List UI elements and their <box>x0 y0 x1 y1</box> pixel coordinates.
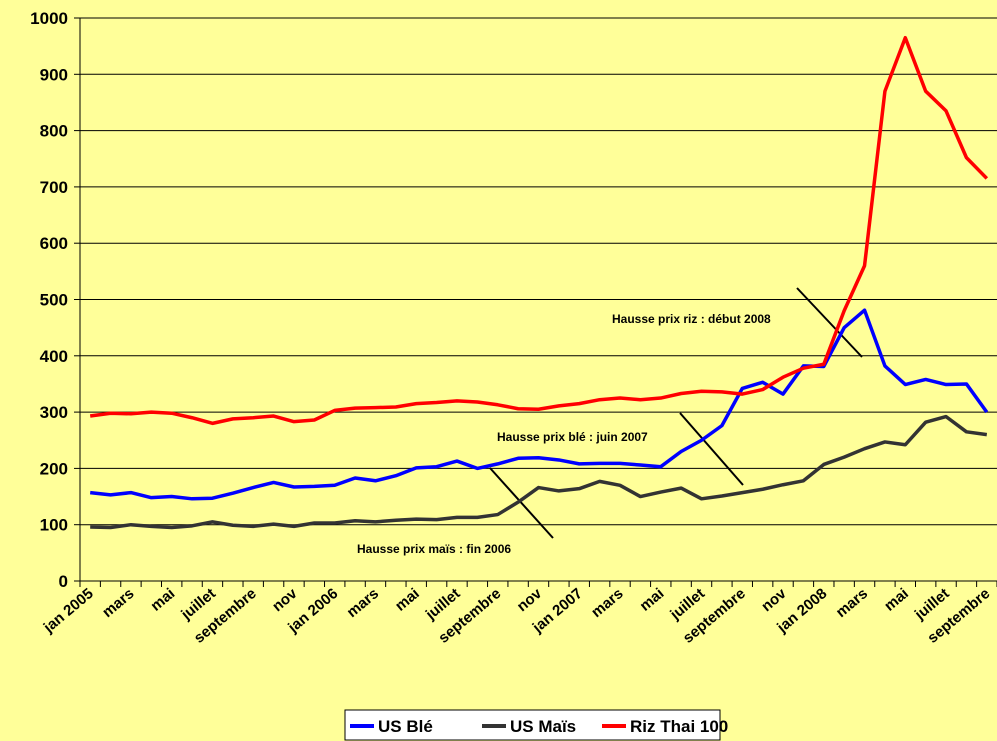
x-tick-label: jan 2005 <box>40 585 97 637</box>
legend-label: Riz Thai 100 <box>630 717 728 736</box>
y-tick-label: 1000 <box>30 9 68 28</box>
x-tick-label: nov <box>269 585 301 616</box>
annotation: Hausse prix riz : début 2008 <box>612 312 771 326</box>
y-tick-label: 900 <box>40 65 68 84</box>
y-tick-label: 400 <box>40 347 68 366</box>
x-tick-label: mars <box>833 585 871 621</box>
y-tick-label: 100 <box>40 516 68 535</box>
y-tick-label: 600 <box>40 234 68 253</box>
series-line <box>90 414 988 530</box>
x-tick-label: nov <box>514 585 546 616</box>
series-line <box>89 35 989 426</box>
y-tick-label: 300 <box>40 403 68 422</box>
x-tick-label: mars <box>588 585 626 621</box>
annotation: Hausse prix maïs : fin 2006 <box>357 542 511 556</box>
x-tick-label: mars <box>99 585 137 621</box>
x-tick-label: nov <box>758 585 790 616</box>
y-tick-label: 0 <box>59 572 68 591</box>
legend-box <box>344 709 721 741</box>
x-tick-label: mai <box>881 585 912 615</box>
x-tick-label: mai <box>392 585 423 615</box>
series-line <box>89 308 989 501</box>
x-tick-label: mars <box>344 585 382 621</box>
y-tick-label: 800 <box>40 122 68 141</box>
y-tick-label: 200 <box>40 459 68 478</box>
legend-label: US Blé <box>378 717 433 736</box>
annotation: Hausse prix blé : juin 2007 <box>497 430 648 444</box>
y-tick-label: 500 <box>40 291 68 310</box>
y-tick-label: 700 <box>40 178 68 197</box>
x-tick-label: mai <box>148 585 179 615</box>
x-tick-label: mai <box>637 585 668 615</box>
legend-label: US Maïs <box>510 717 576 736</box>
annotation-line <box>679 412 744 486</box>
annotation-line <box>489 467 554 539</box>
